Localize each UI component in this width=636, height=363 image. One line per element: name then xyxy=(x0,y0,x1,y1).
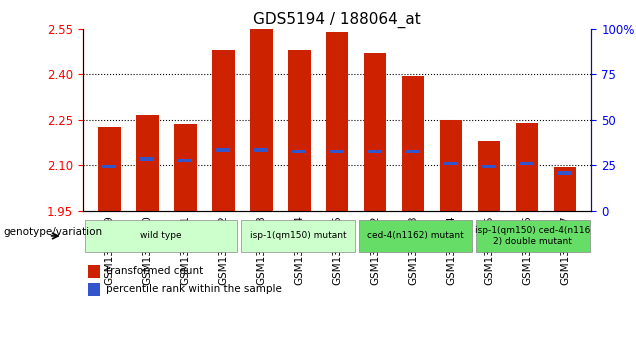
Bar xyxy=(482,165,496,168)
Bar xyxy=(98,127,121,211)
FancyBboxPatch shape xyxy=(359,220,472,252)
Text: transformed count: transformed count xyxy=(106,266,203,276)
Bar xyxy=(216,148,230,152)
Bar xyxy=(293,150,306,153)
Text: wild type: wild type xyxy=(140,232,182,240)
FancyBboxPatch shape xyxy=(241,220,355,252)
Bar xyxy=(516,123,538,211)
Bar xyxy=(136,115,158,211)
Bar xyxy=(212,50,235,211)
Bar xyxy=(401,76,424,211)
Bar xyxy=(364,53,387,211)
Text: ced-4(n1162) mutant: ced-4(n1162) mutant xyxy=(367,232,464,240)
Text: isp-1(qm150) mutant: isp-1(qm150) mutant xyxy=(249,232,346,240)
Bar xyxy=(102,165,116,168)
FancyBboxPatch shape xyxy=(476,220,590,252)
Bar xyxy=(406,150,420,153)
Bar xyxy=(141,157,154,161)
Bar xyxy=(250,29,273,211)
Text: percentile rank within the sample: percentile rank within the sample xyxy=(106,284,282,294)
Bar xyxy=(330,150,344,153)
Bar xyxy=(88,265,100,278)
Bar xyxy=(254,148,268,152)
Bar xyxy=(88,283,100,296)
Bar xyxy=(368,150,382,153)
Bar xyxy=(553,167,576,211)
Bar xyxy=(558,171,572,175)
Bar xyxy=(287,50,310,211)
Bar xyxy=(444,162,458,166)
Bar xyxy=(326,32,349,211)
Bar xyxy=(520,162,534,166)
Bar xyxy=(174,124,197,211)
FancyBboxPatch shape xyxy=(85,220,237,252)
Text: genotype/variation: genotype/variation xyxy=(3,227,102,237)
Bar xyxy=(439,120,462,211)
Title: GDS5194 / 188064_at: GDS5194 / 188064_at xyxy=(253,12,421,28)
Bar xyxy=(178,159,192,162)
Text: isp-1(qm150) ced-4(n116
2) double mutant: isp-1(qm150) ced-4(n116 2) double mutant xyxy=(475,226,590,246)
Bar xyxy=(478,141,501,211)
